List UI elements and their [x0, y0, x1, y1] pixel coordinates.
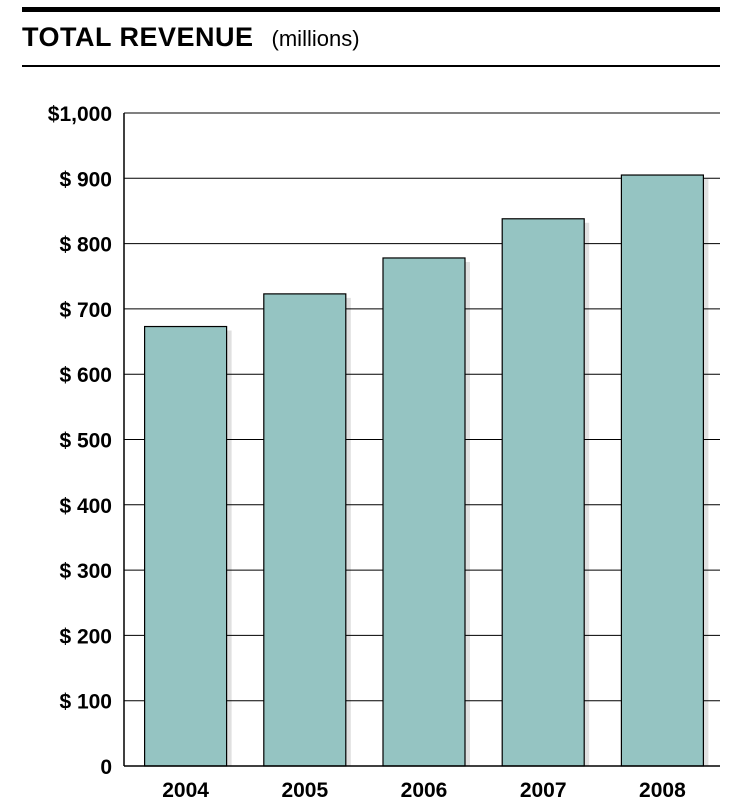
- bars: [144, 174, 709, 767]
- y-tick-label: $ 500: [59, 430, 112, 453]
- x-tick-label: 2008: [639, 779, 686, 802]
- title-rule: [22, 65, 720, 67]
- bar-2008: [620, 174, 705, 767]
- x-tick-label: 2007: [520, 779, 567, 802]
- y-tick-label: 0: [100, 756, 112, 779]
- chart-subtitle: (millions): [271, 26, 360, 51]
- bar-2007: [501, 218, 585, 767]
- chart-header: TOTAL REVENUE (millions): [22, 22, 360, 58]
- bar-2004: [144, 325, 228, 767]
- x-tick-label: 2004: [162, 779, 209, 802]
- y-tick-label: $ 100: [59, 691, 112, 714]
- y-tick-label: $ 200: [59, 625, 112, 648]
- top-rule: [22, 7, 720, 12]
- y-tick-label: $ 700: [59, 299, 112, 322]
- y-tick-label: $ 300: [59, 560, 112, 583]
- y-tick-label: $ 800: [59, 234, 112, 257]
- y-tick-label: $ 600: [59, 364, 112, 387]
- x-tick-label: 2006: [401, 779, 448, 802]
- chart-title: TOTAL REVENUE: [22, 22, 254, 52]
- y-tick-label: $ 900: [59, 168, 112, 191]
- y-tick-labels: 0 $ 100 $ 200 $ 300 $ 400 $ 500 $ 600 $ 700 $ 80…: [48, 103, 112, 779]
- bar-2006: [382, 257, 466, 767]
- axes: [123, 113, 720, 767]
- y-tick-label: $1,000: [48, 103, 112, 126]
- x-tick-labels: 2004 2005 2006 2007 2008: [162, 779, 686, 802]
- y-tick-label: $ 400: [59, 495, 112, 518]
- bar-2005: [263, 293, 347, 767]
- x-tick-label: 2005: [281, 779, 328, 802]
